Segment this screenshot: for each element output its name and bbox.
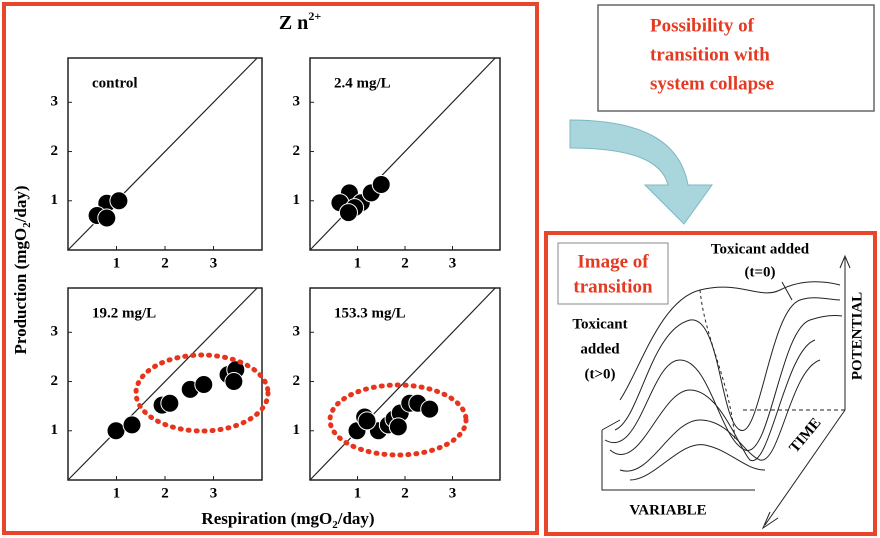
- callout-text: system collapse: [650, 73, 774, 94]
- point: [110, 192, 128, 210]
- panel-title: 2.4 mg/L: [334, 75, 391, 91]
- axis-label: TIME: [787, 415, 825, 456]
- point: [389, 418, 407, 436]
- axis-label: POTENTIAL: [849, 292, 865, 380]
- annotation: Toxicant: [572, 316, 627, 332]
- x-tick-label: 2: [401, 255, 409, 271]
- x-tick-label: 3: [449, 485, 457, 501]
- point: [195, 375, 213, 393]
- x-tick-label: 2: [161, 485, 169, 501]
- point: [123, 416, 141, 434]
- x-axis-label: Respiration (mgO2/day): [201, 509, 374, 531]
- y-tick-label: 2: [293, 373, 301, 389]
- y-tick-label: 1: [51, 192, 59, 208]
- point: [107, 422, 125, 440]
- point: [421, 400, 439, 418]
- flow-arrow: [570, 120, 712, 224]
- y-tick-label: 1: [293, 422, 301, 438]
- point: [98, 209, 116, 227]
- x-tick-label: 1: [354, 485, 362, 501]
- x-tick-label: 1: [113, 255, 121, 271]
- box-label: Image of: [577, 251, 649, 272]
- point: [161, 394, 179, 412]
- figure: Z n2+ Production (mgO2/day) Respiration …: [0, 0, 880, 538]
- x-tick-label: 3: [210, 485, 218, 501]
- y-tick-label: 2: [293, 143, 301, 159]
- box-label: transition: [573, 276, 653, 297]
- y-tick-label: 2: [51, 143, 59, 159]
- annotation: (t=0): [744, 264, 775, 280]
- x-tick-label: 1: [113, 485, 121, 501]
- callout-text: transition with: [650, 44, 770, 65]
- y-tick-label: 1: [51, 422, 59, 438]
- y-tick-label: 3: [51, 94, 59, 110]
- panels: control 1 2 3 1 2 3 2.4 mg/L 1 2 3 1 2 3 19.2 mg/L 1 2 3 1…: [51, 58, 501, 501]
- panel-title: control: [92, 75, 138, 91]
- callout-text: Possibility of: [650, 15, 755, 36]
- point: [358, 412, 376, 430]
- x-tick-label: 2: [401, 485, 409, 501]
- point: [225, 373, 243, 391]
- point: [339, 204, 357, 222]
- axis-label: VARIABLE: [629, 502, 706, 518]
- x-tick-label: 3: [210, 255, 218, 271]
- y-axis-label: Production (mgO2/day): [11, 185, 33, 354]
- x-tick-label: 2: [161, 255, 169, 271]
- x-tick-label: 3: [449, 255, 457, 271]
- y-tick-label: 3: [293, 94, 301, 110]
- y-tick-label: 3: [51, 324, 59, 340]
- panel-title: 153.3 mg/L: [334, 305, 406, 321]
- panel-title: 19.2 mg/L: [92, 305, 156, 321]
- y-tick-label: 3: [293, 324, 301, 340]
- y-tick-label: 1: [293, 192, 301, 208]
- annotation: (t>0): [584, 366, 615, 382]
- annotation: added: [580, 341, 620, 357]
- x-tick-label: 1: [354, 255, 362, 271]
- y-tick-label: 2: [51, 373, 59, 389]
- figure-title: Z n2+: [279, 9, 321, 34]
- annotation: Toxicant added: [711, 241, 810, 257]
- point: [372, 176, 390, 194]
